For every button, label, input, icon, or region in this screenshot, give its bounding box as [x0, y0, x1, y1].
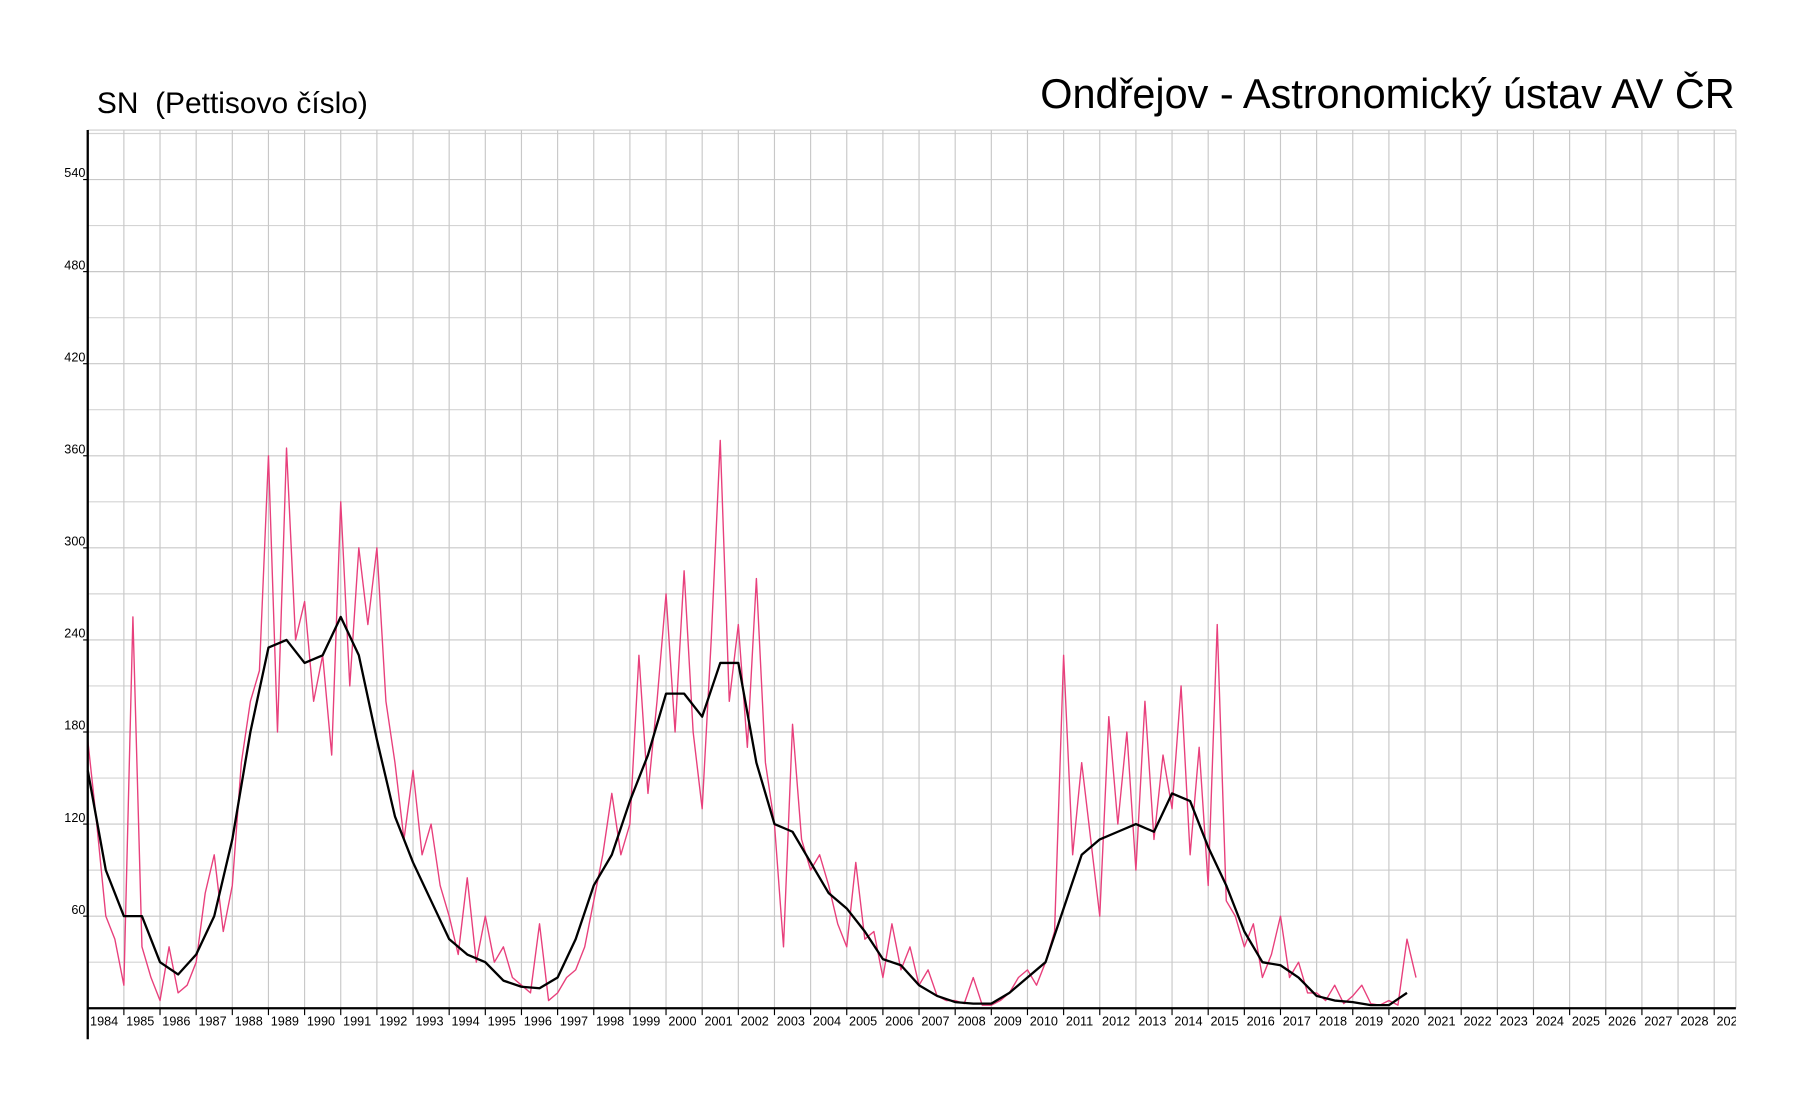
x-tick-label: 1994 — [451, 1014, 479, 1028]
x-tick-label: 1987 — [198, 1014, 226, 1028]
x-tick-label: 2002 — [741, 1014, 769, 1028]
y-axis-title: SN (Pettisovo číslo) — [97, 87, 368, 120]
y-tick-label: 540 — [64, 166, 85, 180]
x-tick-label: 1996 — [524, 1014, 552, 1028]
x-tick-label: 2013 — [1138, 1014, 1166, 1028]
x-tick-label: 1995 — [488, 1014, 516, 1028]
x-tick-label: 1986 — [162, 1014, 190, 1028]
x-tick-label: 1992 — [379, 1014, 407, 1028]
x-tick-label: 2001 — [704, 1014, 732, 1028]
x-tick-label: 2026 — [1608, 1014, 1636, 1028]
y-tick-label: 240 — [64, 627, 85, 641]
x-tick-label: 2020 — [1391, 1014, 1419, 1028]
x-tick-label: 2009 — [994, 1014, 1022, 1028]
x-tick-label: 1989 — [271, 1014, 299, 1028]
x-tick-label: 2022 — [1463, 1014, 1491, 1028]
x-tick-label: 2024 — [1536, 1014, 1564, 1028]
y-tick-label: 180 — [64, 719, 85, 733]
x-tick-label: 2015 — [1210, 1014, 1238, 1028]
x-tick-labels: 1984 1985 1986 1987 1988 1989 1990 1991 1992 1993… — [90, 1014, 1745, 1028]
x-tick-label: 2017 — [1283, 1014, 1311, 1028]
x-tick-label: 2028 — [1680, 1014, 1708, 1028]
x-tick-label: 2000 — [668, 1014, 696, 1028]
y-tick-label: 360 — [64, 442, 85, 456]
y-tick-label: 300 — [64, 535, 85, 549]
x-tick-label: 2006 — [885, 1014, 913, 1028]
y-tick-label: 60 — [71, 903, 85, 917]
series-line — [86, 615, 1408, 1007]
x-tick-label: 1988 — [235, 1014, 263, 1028]
series-line — [87, 439, 1417, 1006]
x-tick-label: 2027 — [1644, 1014, 1672, 1028]
x-tick-label: 2012 — [1102, 1014, 1130, 1028]
x-tick-label: 2003 — [777, 1014, 805, 1028]
x-tick-label: 2019 — [1355, 1014, 1383, 1028]
x-tick-label: 2025 — [1572, 1014, 1600, 1028]
x-tick-label: 2018 — [1319, 1014, 1347, 1028]
x-tick-label: 2004 — [813, 1014, 841, 1028]
x-tick-label: 2007 — [921, 1014, 949, 1028]
x-tick-label: 1998 — [596, 1014, 624, 1028]
x-tick-label: 1993 — [415, 1014, 443, 1028]
x-tick-label: 2016 — [1247, 1014, 1275, 1028]
chart-title: Ondřejov - Astronomický ústav AV ČR — [1040, 70, 1734, 117]
x-tick-label: 2010 — [1030, 1014, 1058, 1028]
x-tick-label: 1997 — [560, 1014, 588, 1028]
y-tick-label: 120 — [64, 811, 85, 825]
x-tick-label: 2008 — [957, 1014, 985, 1028]
x-tick-label: 1999 — [632, 1014, 660, 1028]
x-tick-label: 1984 — [90, 1014, 118, 1028]
x-tick-label: 1985 — [126, 1014, 154, 1028]
x-tick-label: 2023 — [1500, 1014, 1528, 1028]
x-tick-label: 2005 — [849, 1014, 877, 1028]
x-tick-label: 1991 — [343, 1014, 371, 1028]
x-tick-label: 2021 — [1427, 1014, 1455, 1028]
y-tick-label: 420 — [64, 350, 85, 364]
y-tick-label: 480 — [64, 258, 85, 272]
x-tick-label: 2029 — [1717, 1014, 1745, 1028]
x-tick-label: 1990 — [307, 1014, 335, 1028]
x-tick-label: 2011 — [1066, 1014, 1093, 1028]
x-tick-label: 2014 — [1174, 1014, 1202, 1028]
